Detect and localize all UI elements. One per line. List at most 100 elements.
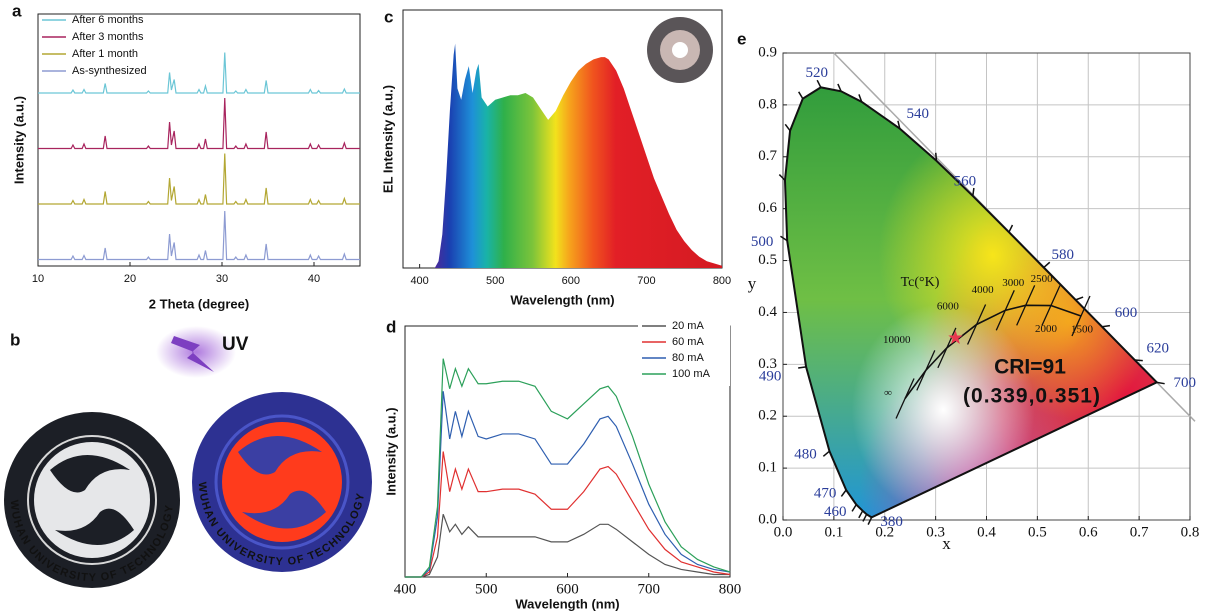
wavelength-label: 500 — [751, 234, 774, 250]
isotherm — [916, 350, 936, 391]
x-axis-label: Wavelength (nm) — [510, 292, 614, 307]
series-line — [38, 210, 360, 261]
locus-tick — [798, 91, 804, 100]
logo-swirl — [50, 455, 130, 493]
locus-tick — [1101, 324, 1111, 328]
x-tick-label: 0.7 — [1130, 524, 1149, 540]
y-tick-label: 0.2 — [758, 408, 777, 424]
x-tick-label: 500 — [486, 275, 504, 287]
x-tick-label: 0.6 — [1079, 524, 1098, 540]
spectrum-area — [434, 43, 722, 269]
y-tick-label: 0.8 — [758, 96, 777, 112]
y-tick-label: 0.6 — [758, 200, 777, 216]
x-tick-label: 0.5 — [1028, 524, 1047, 540]
wavelength-label: 520 — [806, 65, 829, 81]
series-line — [38, 97, 360, 150]
isotherm — [1071, 295, 1091, 337]
x-tick-label: 0.8 — [1181, 524, 1200, 540]
legend-label: 80 mA — [672, 352, 704, 364]
locus-tick — [816, 79, 822, 88]
x-tick-label: 800 — [713, 275, 731, 287]
x-tick-label: 500 — [475, 581, 498, 597]
temperature-label: 3000 — [1002, 277, 1025, 289]
x-tick-label: 400 — [410, 275, 428, 287]
panel-label: e — [737, 29, 746, 48]
temperature-label: 4000 — [972, 284, 995, 296]
x-tick-label: 0.2 — [875, 524, 894, 540]
series-line — [405, 391, 731, 578]
locus-tick — [867, 517, 873, 525]
y-tick-label: 0.4 — [758, 304, 777, 320]
temperature-title: Tc(°K) — [901, 275, 940, 290]
gamut-color — [784, 87, 1157, 518]
locus-tick — [972, 187, 975, 197]
logo-swirl — [55, 508, 134, 545]
logo-white-light: WUHAN UNIVERSITY OF TECHNOLOGY — [4, 412, 180, 588]
isotherm — [1016, 285, 1036, 326]
locus-tick — [778, 174, 786, 181]
logo-ring — [27, 435, 157, 565]
panel-label: a — [12, 1, 22, 20]
x-axis-label: Wavelength (nm) — [515, 596, 619, 611]
x-tick-label: 40 — [308, 273, 320, 285]
isotherm — [895, 378, 915, 419]
y-tick-label: 0.9 — [758, 44, 777, 60]
series-line — [405, 451, 731, 578]
y-tick-label: 0.5 — [758, 252, 777, 268]
spectral-locus — [783, 86, 1159, 519]
y-axis-label: Intensity (a.u.) — [11, 96, 26, 184]
panel-label: d — [386, 317, 396, 336]
series-line — [38, 153, 360, 205]
x-axis-label: 2 Theta (degree) — [149, 296, 249, 311]
x-tick-label: 0.4 — [977, 524, 996, 540]
x-tick-label: 700 — [637, 275, 655, 287]
y-tick-label: 0.0 — [758, 511, 777, 527]
plot-frame — [37, 13, 361, 267]
color-point — [948, 330, 963, 344]
y-tick-label: 0.1 — [758, 460, 777, 476]
logo-ring — [214, 414, 350, 550]
temperature-label: 6000 — [937, 300, 960, 312]
wavelength-label: 460 — [824, 504, 847, 520]
series-line — [405, 514, 730, 578]
temperature-label: 2000 — [1035, 323, 1058, 335]
wavelength-label: 540 — [907, 106, 930, 122]
locus-tick — [840, 489, 847, 497]
y-tick-label: 0.7 — [758, 148, 777, 164]
x-tick-label: 600 — [562, 275, 580, 287]
locus-tick — [1075, 296, 1084, 301]
x-tick-label: 700 — [638, 581, 661, 597]
y-axis-label: y — [748, 274, 757, 293]
x-tick-label: 20 — [124, 273, 136, 285]
isotherm — [1041, 285, 1061, 326]
x-tick-label: 0.3 — [926, 524, 945, 540]
locus-tick — [784, 123, 791, 132]
series-line — [38, 52, 360, 94]
x-tick-label: 30 — [216, 273, 228, 285]
locus-tick — [897, 120, 901, 129]
x-tick-label: 400 — [394, 581, 417, 597]
locus-tick — [822, 450, 830, 457]
annotation: (0.339,0.351) — [963, 385, 1101, 408]
led-photo — [647, 17, 713, 83]
x-tick-label: 10 — [32, 273, 44, 285]
locus-tick — [1043, 261, 1051, 269]
locus-tick — [858, 510, 864, 519]
legend-label: After 6 months — [72, 14, 144, 26]
locus-tick — [837, 83, 842, 92]
wavelength-label: 380 — [880, 514, 903, 530]
locus-tick — [858, 94, 863, 103]
x-tick-label: 0.0 — [774, 524, 793, 540]
uv-label: UV — [222, 334, 249, 355]
logo-swirl — [242, 490, 326, 529]
isotherm — [995, 290, 1015, 331]
wavelength-label: 580 — [1051, 247, 1074, 263]
locus-tick — [851, 504, 857, 512]
y-tick-label: 0.3 — [758, 356, 777, 372]
isotherm — [937, 327, 957, 369]
temperature-label: ∞ — [884, 387, 892, 399]
legend-label: 20 mA — [672, 320, 704, 332]
locus-tick — [1134, 359, 1143, 362]
temperature-label: 10000 — [883, 334, 911, 346]
